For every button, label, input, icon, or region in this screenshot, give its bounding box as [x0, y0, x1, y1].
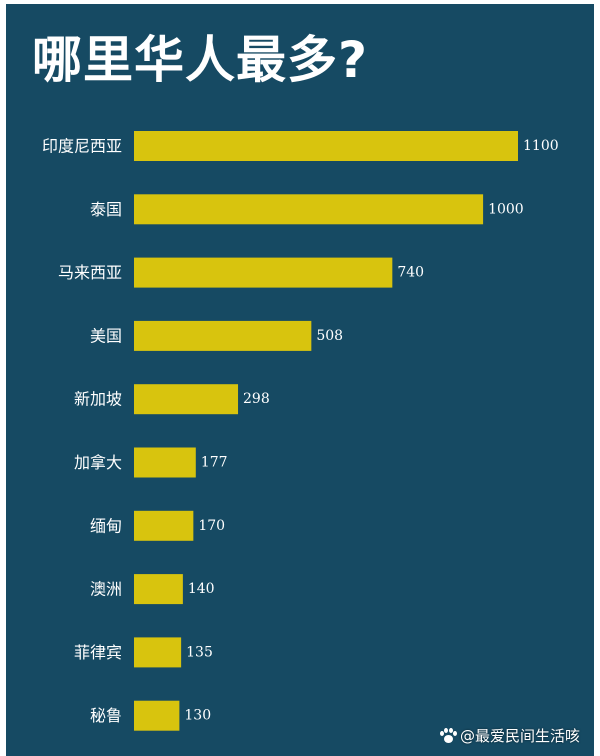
category-label: 菲律宾 [74, 643, 122, 662]
value-label: 298 [243, 391, 270, 407]
value-label: 1000 [488, 201, 524, 217]
category-label: 缅甸 [90, 516, 122, 535]
category-label: 泰国 [90, 200, 122, 219]
value-label: 740 [397, 265, 424, 281]
chart-title: 哪里华人最多? [32, 31, 369, 89]
bar [134, 700, 180, 731]
bar [134, 131, 518, 161]
watermark: @最爱民间生活咳 [439, 725, 580, 746]
bar [134, 447, 196, 478]
category-label: 秘鲁 [90, 706, 122, 725]
category-label: 马来西亚 [58, 263, 122, 282]
value-label: 130 [184, 708, 211, 724]
category-label: 美国 [90, 326, 122, 345]
value-label: 140 [188, 581, 215, 597]
category-label: 加拿大 [74, 453, 122, 472]
watermark-text: @最爱民间生活咳 [459, 727, 580, 745]
bar [134, 574, 183, 605]
value-label: 508 [316, 328, 343, 344]
bar [134, 257, 393, 288]
bar-chart: 印度尼西亚 1100 泰国 1000 马来西亚 740 美国 508 新加坡 298 加拿大 177 缅… [42, 131, 559, 731]
value-label: 170 [198, 518, 225, 534]
bar [134, 194, 484, 225]
bar [134, 384, 239, 415]
paw-icon [439, 727, 457, 744]
chart-frame: 哪里华人最多? 印度尼西亚 1100 泰国 1000 马来西亚 740 美国 508 新加坡 29… [6, 4, 594, 756]
category-label: 新加坡 [74, 390, 122, 409]
value-label: 1100 [523, 138, 559, 154]
bar [134, 510, 194, 541]
category-label: 印度尼西亚 [42, 137, 122, 156]
bar [134, 637, 182, 668]
bar [134, 320, 312, 351]
category-label: 澳洲 [90, 580, 122, 599]
value-label: 177 [201, 455, 228, 471]
value-label: 135 [186, 644, 213, 660]
